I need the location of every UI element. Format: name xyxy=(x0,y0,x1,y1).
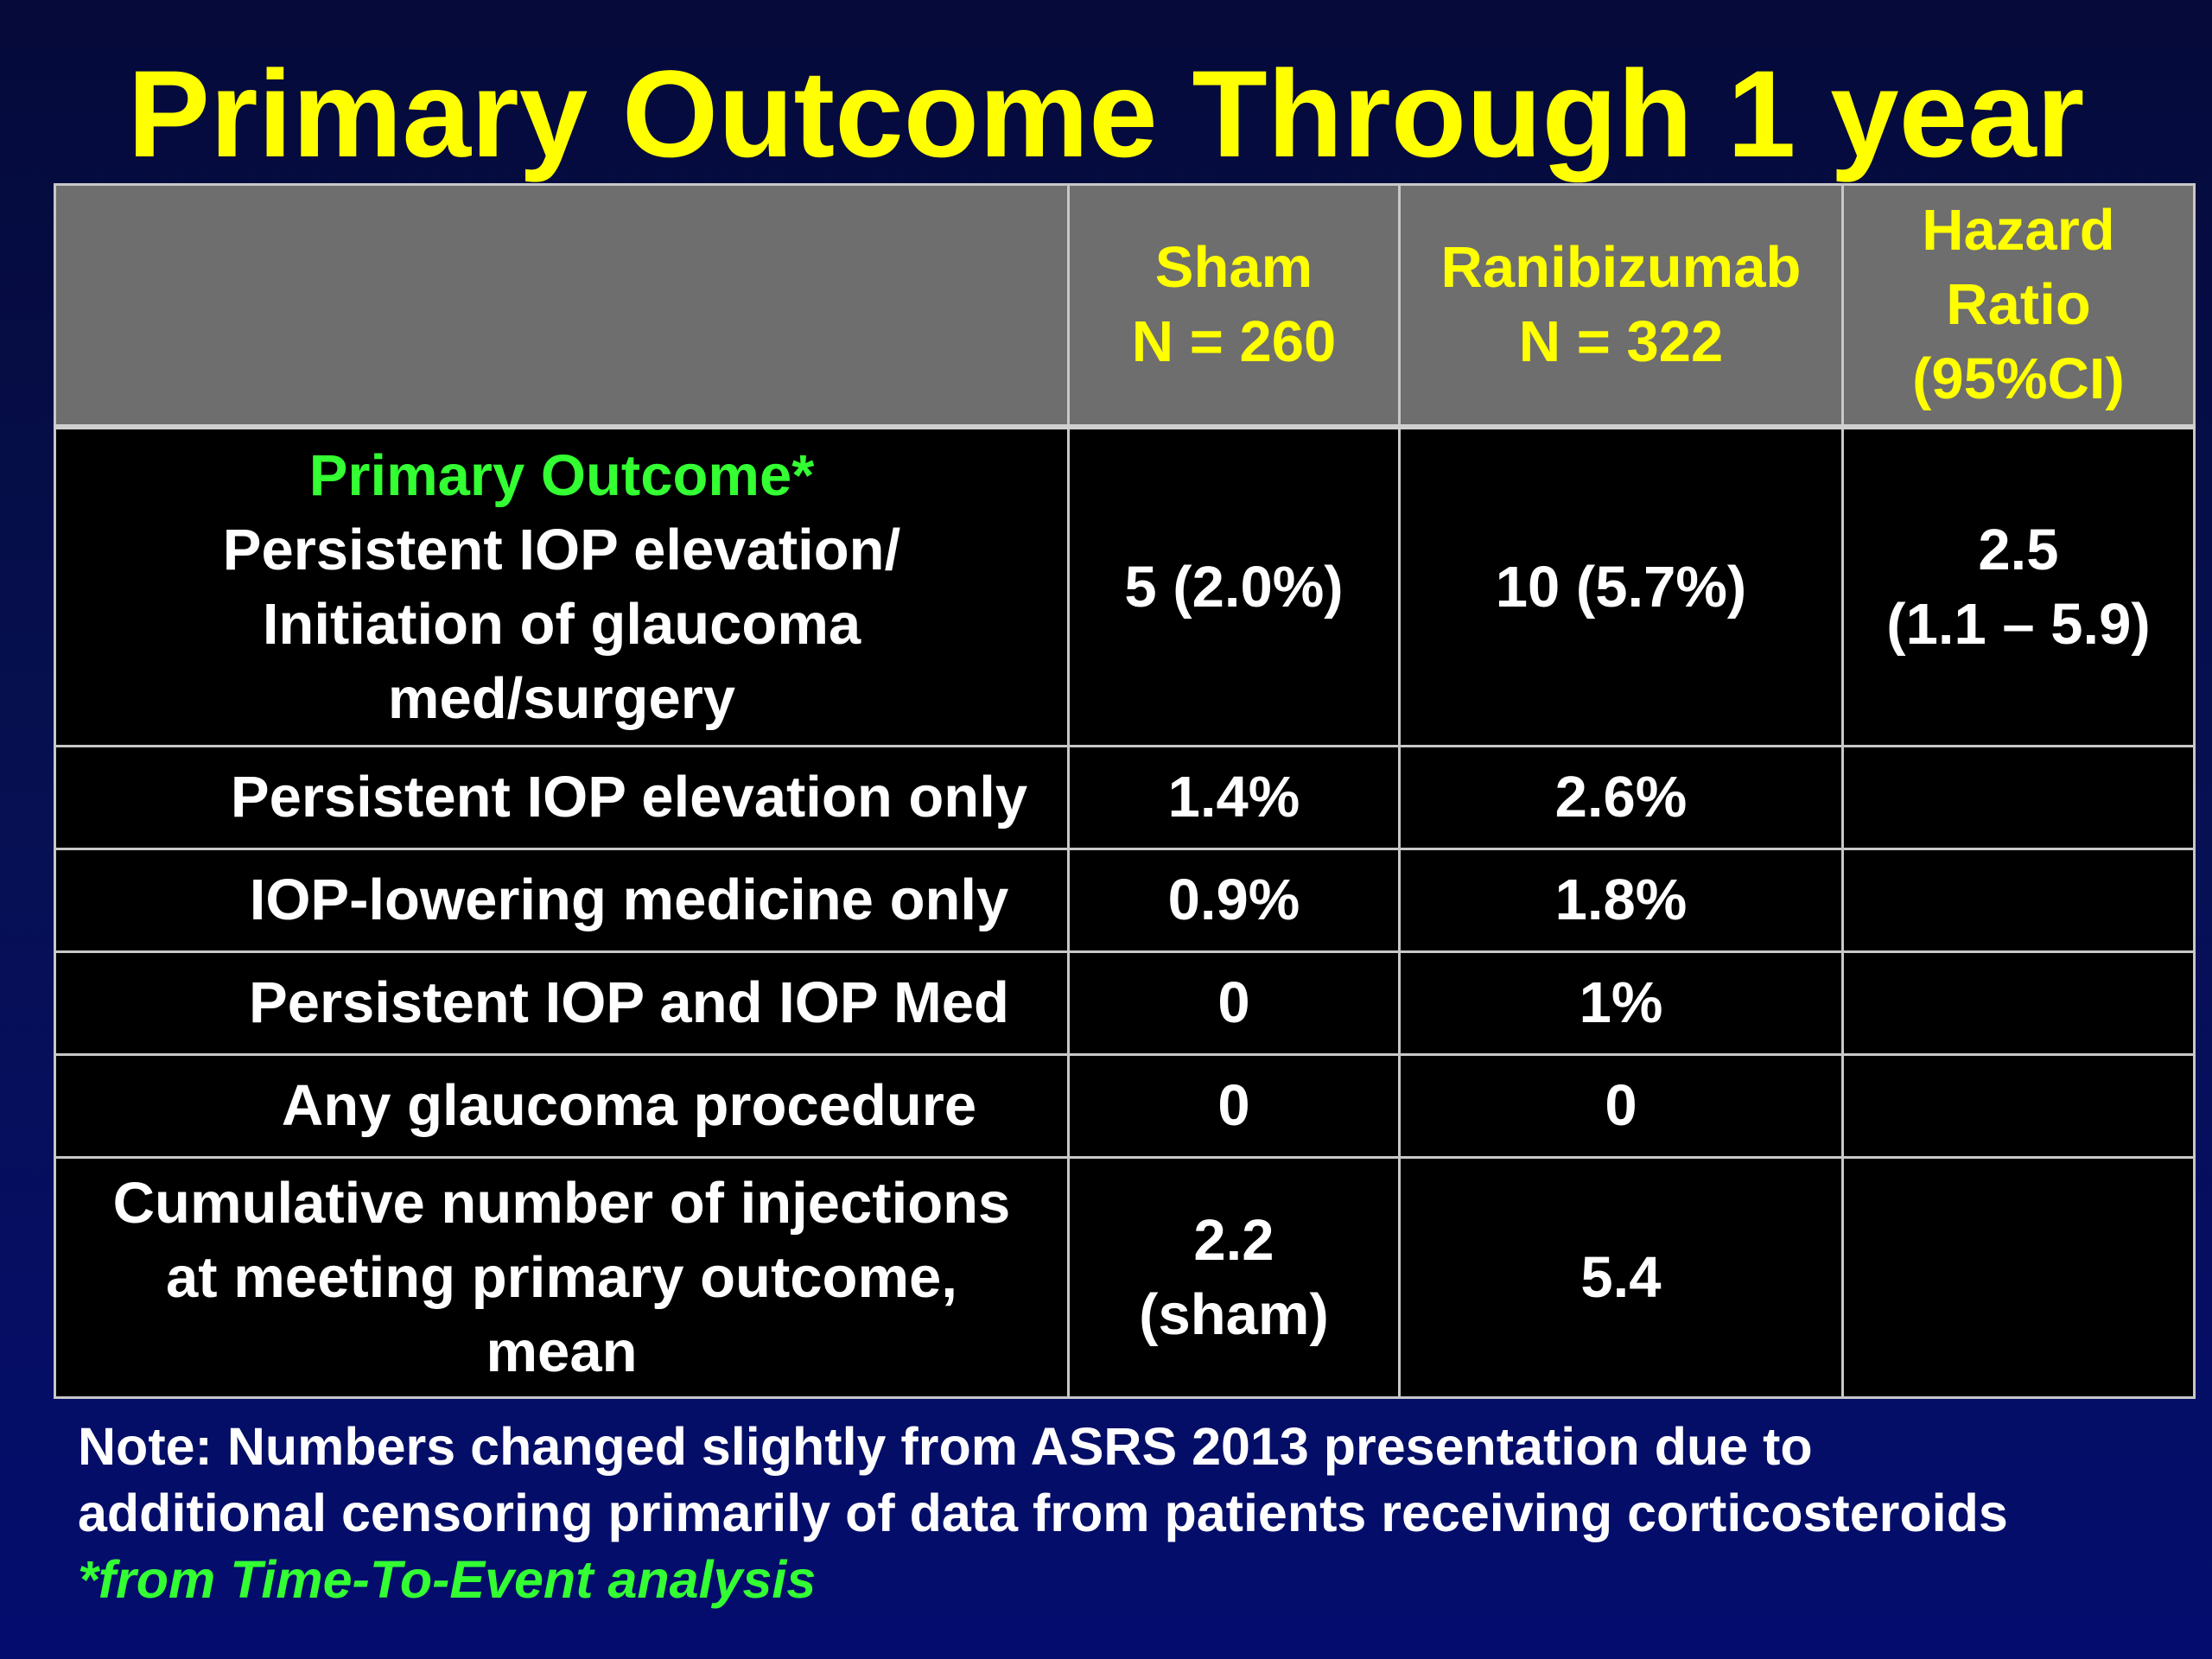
row-ranibizumab-value: 1.8% xyxy=(1398,848,1844,953)
note-block: Note: Numbers changed slightly from ASRS… xyxy=(78,1414,2186,1613)
primary-outcome-sham: 5 (2.0%) xyxy=(1067,425,1401,747)
outcome-table: Sham N = 260 Ranibizumab N = 322 Hazard … xyxy=(54,183,2196,1399)
cumulative-sham-note: (sham) xyxy=(1139,1281,1329,1347)
hazard-ratio-ci: (1.1 – 5.9) xyxy=(1886,591,2151,657)
cumulative-hazard-ratio xyxy=(1841,1156,2196,1399)
row-sham-value: 0.9% xyxy=(1067,848,1401,953)
row-hazard-ratio-value xyxy=(1841,848,2196,953)
table-row: Persistent IOP and IOP Med 0 1% xyxy=(54,950,2196,1056)
table-header-row: Sham N = 260 Ranibizumab N = 322 Hazard … xyxy=(54,183,2196,429)
header-hr-line2: Ratio xyxy=(1946,272,2091,337)
row-label: Any glaucoma procedure xyxy=(54,1053,1070,1159)
cumulative-label-2: at meeting primary outcome, xyxy=(166,1244,957,1310)
header-hr-line1: Hazard xyxy=(1922,198,2115,263)
footnote: *from Time-To-Event analysis xyxy=(78,1550,817,1609)
row-sham-value: 1.4% xyxy=(1067,745,1401,850)
header-hazard-ratio: Hazard Ratio (95%CI) xyxy=(1841,183,2196,429)
slide-title: Primary Outcome Through 1 year xyxy=(127,46,2085,183)
cumulative-sham: 2.2 (sham) xyxy=(1067,1156,1401,1399)
row-label: IOP-lowering medicine only xyxy=(54,848,1070,953)
note-line-1: Note: Numbers changed slightly from ASRS… xyxy=(78,1417,1813,1476)
row-ranibizumab-value: 1% xyxy=(1398,950,1844,1056)
row-hazard-ratio-value xyxy=(1841,745,2196,850)
row-label: Persistent IOP and IOP Med xyxy=(54,950,1070,1056)
header-sham-label: Sham xyxy=(1154,235,1313,300)
header-ranibizumab-n: N = 322 xyxy=(1518,309,1724,374)
header-empty-cell xyxy=(54,183,1070,429)
row-sham-value: 0 xyxy=(1067,950,1401,1056)
header-sham: Sham N = 260 xyxy=(1067,183,1401,429)
row-ranibizumab-value: 0 xyxy=(1398,1053,1844,1159)
primary-outcome-heading: Primary Outcome* xyxy=(308,442,815,508)
primary-outcome-desc-2: Initiation of glaucoma xyxy=(262,591,861,657)
table-row-primary-outcome: Primary Outcome* Persistent IOP elevatio… xyxy=(54,425,2196,747)
row-hazard-ratio-value xyxy=(1841,950,2196,1056)
header-hr-line3: (95%CI) xyxy=(1912,346,2125,411)
table-row: Any glaucoma procedure 0 0 xyxy=(54,1053,2196,1159)
header-sham-n: N = 260 xyxy=(1131,309,1337,374)
primary-outcome-ranibizumab: 10 (5.7%) xyxy=(1398,425,1844,747)
table-row-cumulative-injections: Cumulative number of injections at meeti… xyxy=(54,1156,2196,1399)
cumulative-ranibizumab: 5.4 xyxy=(1398,1156,1844,1399)
row-sham-value: 0 xyxy=(1067,1053,1401,1159)
cumulative-label-1: Cumulative number of injections xyxy=(112,1170,1011,1236)
table-row: IOP-lowering medicine only 0.9% 1.8% xyxy=(54,848,2196,953)
row-label: Persistent IOP elevation only xyxy=(54,745,1070,850)
header-ranibizumab-label: Ranibizumab xyxy=(1440,235,1802,300)
row-ranibizumab-value: 2.6% xyxy=(1398,745,1844,850)
primary-outcome-hazard-ratio: 2.5 (1.1 – 5.9) xyxy=(1841,425,2196,747)
cumulative-label-3: mean xyxy=(486,1319,638,1384)
hazard-ratio-value: 2.5 xyxy=(1978,517,2059,582)
note-line-2: additional censoring primarily of data f… xyxy=(78,1484,2008,1542)
table-row: Persistent IOP elevation only 1.4% 2.6% xyxy=(54,745,2196,850)
row-hazard-ratio-value xyxy=(1841,1053,2196,1159)
primary-outcome-desc-1: Persistent IOP elevation/ xyxy=(222,517,901,582)
cumulative-label: Cumulative number of injections at meeti… xyxy=(54,1156,1070,1399)
primary-outcome-label: Primary Outcome* Persistent IOP elevatio… xyxy=(54,425,1070,747)
cumulative-sham-value: 2.2 xyxy=(1193,1207,1274,1273)
header-ranibizumab: Ranibizumab N = 322 xyxy=(1398,183,1844,429)
primary-outcome-desc-3: med/surgery xyxy=(387,665,736,731)
